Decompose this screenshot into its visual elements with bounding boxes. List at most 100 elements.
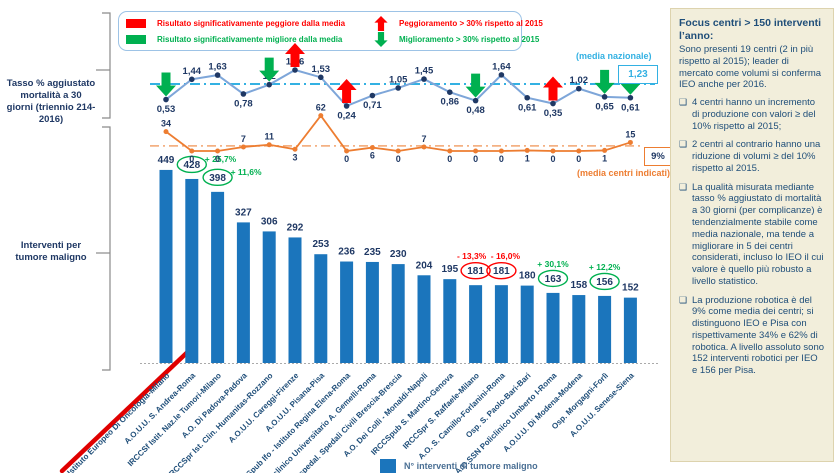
legend-label-peggioramento: Peggioramento > 30% rispetto al 2015 bbox=[399, 18, 543, 28]
mortality-value-label: 0,61 bbox=[518, 102, 537, 113]
bar-value-label: 181 bbox=[467, 266, 484, 277]
robotics-value-label: 34 bbox=[161, 119, 171, 129]
bar-value-label: 292 bbox=[287, 222, 304, 233]
bar-0 bbox=[159, 169, 173, 363]
bullet-square-icon: ❑ bbox=[679, 294, 688, 305]
bar-11 bbox=[443, 279, 457, 363]
x-axis-label: IRCCSpub S. Martino-Genova bbox=[369, 371, 455, 457]
mortality-value-label: 0,24 bbox=[337, 110, 356, 121]
bar-18 bbox=[623, 297, 637, 363]
down-arrow-icon bbox=[156, 72, 176, 97]
mortality-point bbox=[318, 74, 324, 81]
x-axis-label: A.O.SSN Policlinico Umberto I-Roma bbox=[453, 371, 558, 473]
robotics-point bbox=[524, 147, 530, 153]
x-axis-label: A.O.U.U. Careggi-Firenze bbox=[227, 371, 301, 445]
robotics-point bbox=[163, 129, 169, 135]
y-axis-label-interventions: Interventi per tumore maligno bbox=[15, 240, 87, 263]
robotics-value-label: 0 bbox=[344, 154, 349, 164]
x-axis-label: Az. Ospedal. Spedali Civili Brescia-Bres… bbox=[282, 371, 404, 473]
bar-value-label: 235 bbox=[364, 247, 381, 258]
pct-change-label: + 11,6% bbox=[231, 167, 262, 177]
mortality-point bbox=[447, 89, 453, 95]
mortality-point bbox=[214, 72, 221, 78]
robotics-point bbox=[395, 148, 401, 154]
mortality-point bbox=[601, 94, 608, 100]
x-axis-label: A.O.U.U. Senese-Siena bbox=[568, 371, 636, 439]
mortality-point bbox=[472, 97, 479, 104]
bar-6 bbox=[314, 254, 328, 363]
bar-5 bbox=[288, 237, 302, 363]
bar-2 bbox=[211, 191, 225, 363]
bar-value-label: 428 bbox=[183, 160, 200, 171]
robotics-value-label: 3 bbox=[292, 152, 297, 162]
x-axis-label: A.O.U.U. Pisana-Pisa bbox=[264, 371, 327, 434]
annotation-ellipse bbox=[202, 168, 233, 187]
bar-value-label: 181 bbox=[493, 266, 510, 277]
mortality-value-label: 0,53 bbox=[157, 104, 176, 115]
robotics-point bbox=[292, 146, 298, 152]
robotics-value-label: 0 bbox=[396, 154, 401, 164]
robotics-value-label: 62 bbox=[316, 103, 326, 113]
legend-box: Risultato significativamente peggiore da… bbox=[118, 11, 543, 51]
bar-8 bbox=[365, 261, 379, 363]
bar-12 bbox=[469, 285, 483, 363]
pct-change-label: + 25,7% bbox=[205, 154, 237, 164]
bar-value-label: 163 bbox=[545, 274, 562, 285]
robotics-point bbox=[602, 147, 608, 153]
bottom-legend: N° interventi di tumore maligno bbox=[380, 459, 538, 473]
bullet-square-icon: ❑ bbox=[679, 97, 688, 108]
x-axis-label: Policlinico Universitario A. Gemelli-Rom… bbox=[260, 371, 378, 473]
bar-value-label: 152 bbox=[622, 283, 639, 294]
x-axis-label: IRCCSf Istit. Naz.le Tumori-Milano bbox=[126, 371, 223, 468]
bar-4 bbox=[262, 231, 276, 363]
down-arrow-icon bbox=[465, 73, 486, 98]
down-arrow-icon bbox=[594, 69, 615, 94]
robotics-point bbox=[369, 145, 375, 151]
robotics-point bbox=[421, 144, 427, 150]
annotation-ellipse bbox=[589, 272, 620, 291]
media-centri-label: (media centri indicati) bbox=[576, 168, 670, 178]
mortality-value-label: 1,02 bbox=[570, 75, 589, 86]
mortality-point bbox=[163, 96, 169, 103]
sidebar-bullet-text: 4 centri hanno un incremento di produzio… bbox=[692, 97, 816, 132]
pct-change-label: - 16,0% bbox=[491, 251, 521, 261]
robotics-point bbox=[473, 148, 479, 154]
bar-13 bbox=[494, 285, 508, 363]
up-arrow-red-icon bbox=[368, 15, 394, 31]
mortality-point bbox=[395, 85, 402, 91]
pct-change-label: + 12,2% bbox=[589, 262, 621, 272]
robotics-point bbox=[318, 113, 324, 119]
down-arrow-icon bbox=[259, 57, 280, 82]
mortality-point bbox=[292, 67, 298, 73]
robotics-point bbox=[344, 148, 350, 154]
mortality-point bbox=[550, 100, 556, 107]
bar-15 bbox=[546, 292, 560, 363]
bar-value-label: 253 bbox=[312, 239, 329, 250]
robotics-point bbox=[266, 142, 272, 148]
robotics-point bbox=[240, 144, 246, 150]
annotation-ellipse bbox=[486, 261, 517, 280]
bullet-square-icon: ❑ bbox=[679, 181, 688, 192]
bar-1 bbox=[185, 178, 199, 363]
bullet-square-icon: ❑ bbox=[679, 139, 688, 150]
mortality-line bbox=[165, 68, 631, 108]
mortality-point bbox=[627, 94, 634, 101]
robotics-value-label: 0 bbox=[189, 154, 194, 164]
robotics-value-label: 0 bbox=[447, 154, 452, 164]
mortality-point bbox=[524, 94, 530, 101]
sidebar-bullet-item: ❑ 2 centri al contrario hanno una riduzi… bbox=[679, 139, 825, 174]
sidebar-bullet-text: 2 centri al contrario hanno una riduzion… bbox=[692, 139, 821, 174]
x-axis-label: A.O. Dei Colli - Monaldi-Napoli bbox=[342, 371, 430, 459]
blue-swatch-icon bbox=[380, 459, 396, 473]
mortality-point bbox=[498, 72, 505, 78]
mortality-value-label: 1,86 bbox=[286, 57, 305, 68]
mortality-point bbox=[576, 85, 582, 92]
annotation-ellipse bbox=[537, 269, 569, 288]
bar-16 bbox=[572, 295, 586, 363]
bar-value-label: 327 bbox=[235, 207, 252, 218]
sidebar-bullet-item: ❑ La qualità misurata mediante tasso % a… bbox=[679, 182, 825, 288]
annotation-ellipse bbox=[176, 155, 208, 174]
bar-value-label: 230 bbox=[390, 249, 407, 260]
first-category-red-underline bbox=[59, 342, 198, 473]
